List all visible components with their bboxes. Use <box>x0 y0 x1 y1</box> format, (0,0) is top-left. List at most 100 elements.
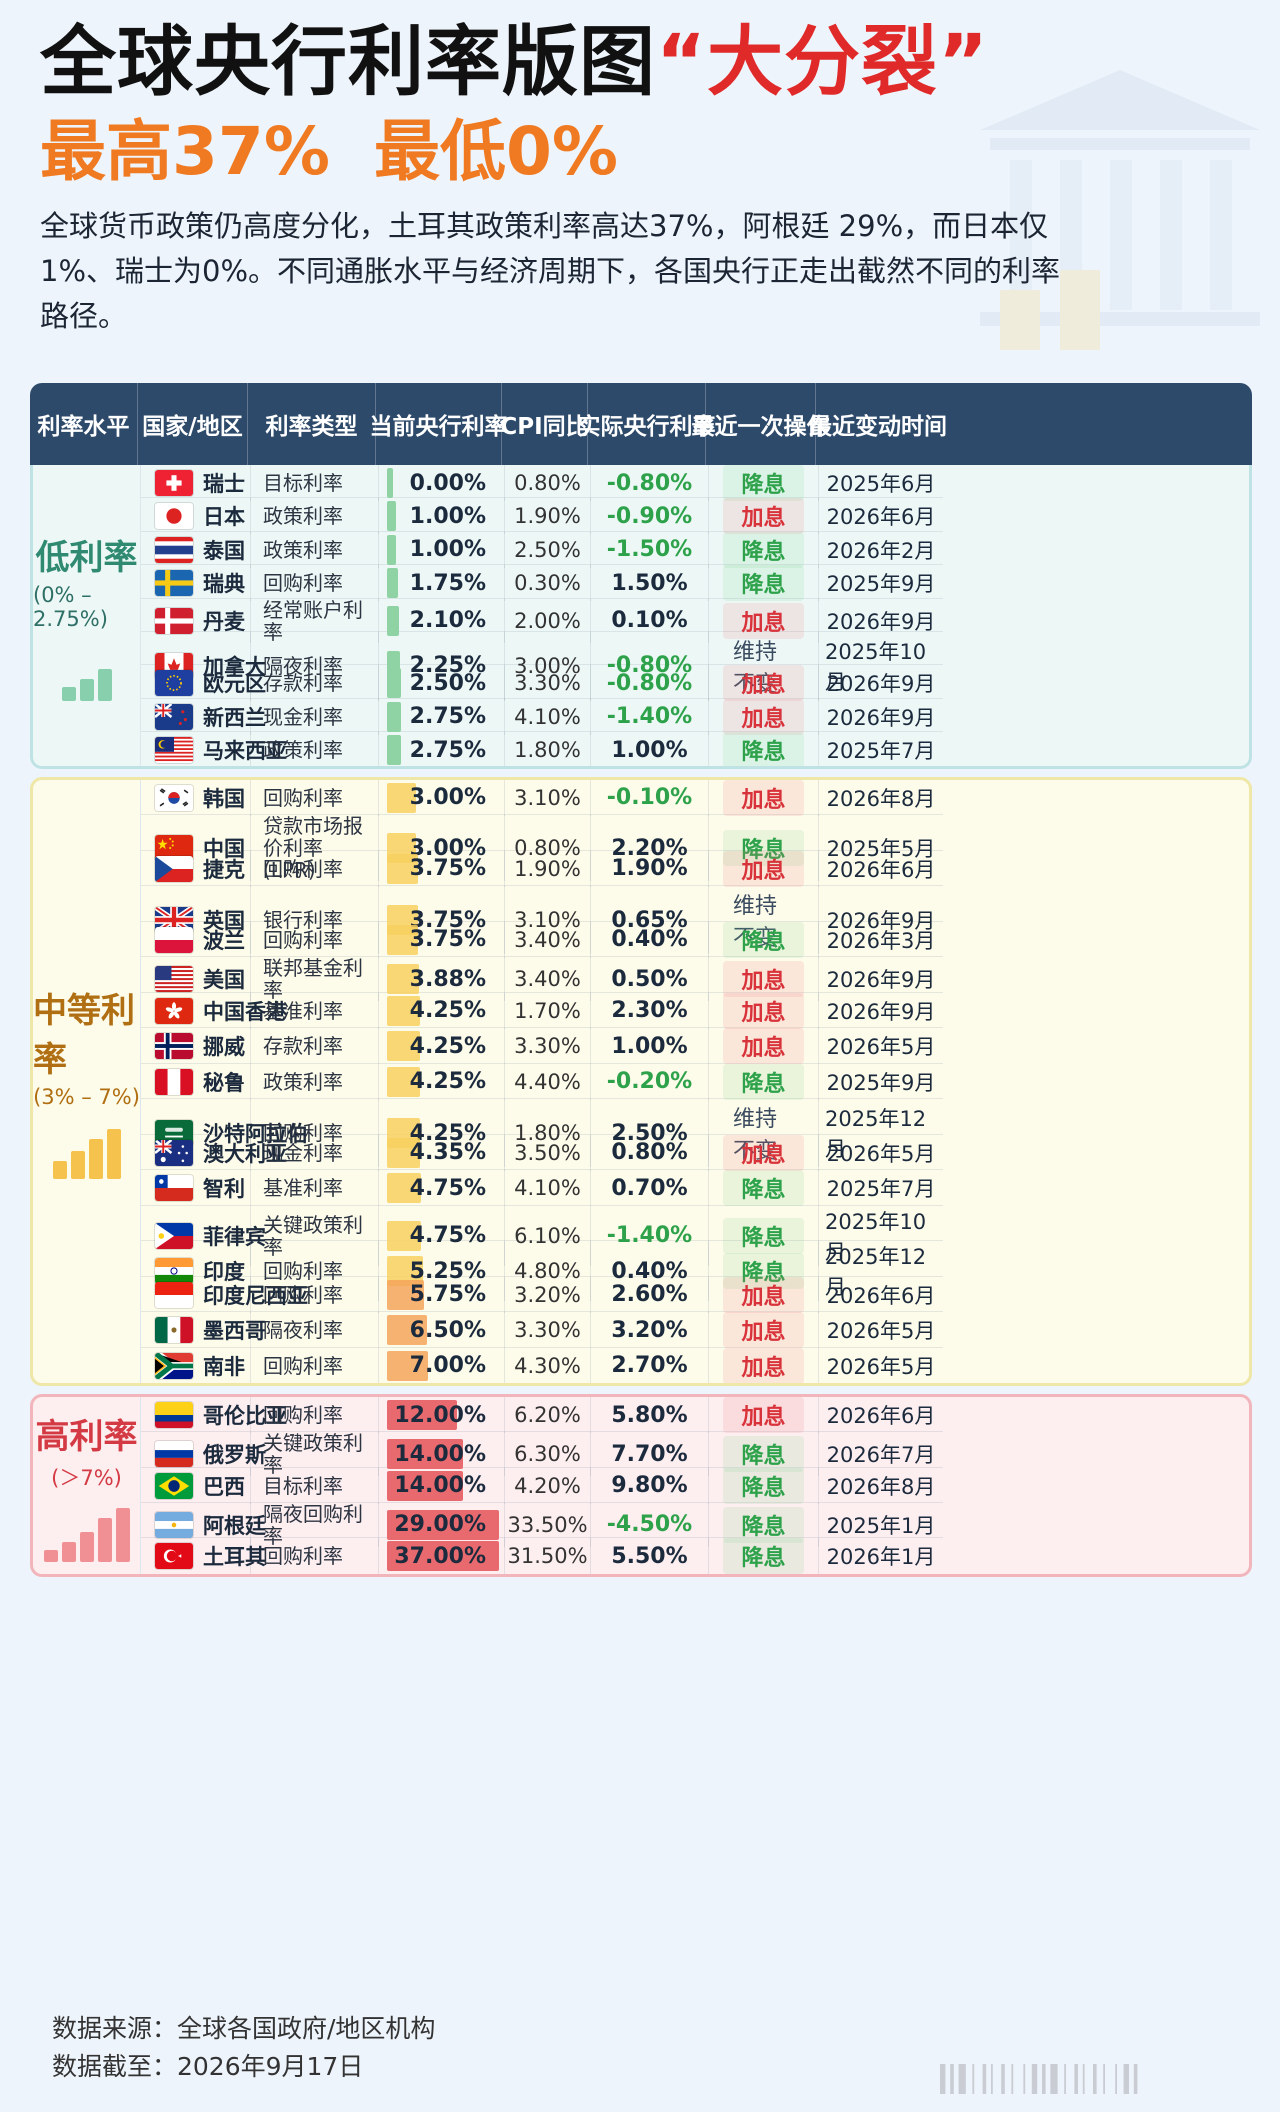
rate-type: 政策利率 <box>251 498 379 535</box>
bar-chart-icon <box>52 1125 121 1180</box>
country-name: 挪威 <box>203 1035 245 1060</box>
rate-cell: 3.75% <box>379 921 505 958</box>
country-name: 波兰 <box>203 928 245 953</box>
change-date: 2025年9月 <box>826 572 936 597</box>
column-header: 利率水平 <box>30 383 138 465</box>
country-name: 印度尼西亚 <box>203 1283 308 1308</box>
last-action-badge: 加息 <box>723 779 804 816</box>
country-cell: 韩国 <box>141 779 251 816</box>
table-row: 加拿大 隔夜利率 2.25% 3.00% -0.80% 维持不变 2025年10月 <box>141 631 943 700</box>
real-rate-value: 2.70% <box>591 1347 709 1384</box>
change-date: 2026年2月 <box>826 538 936 563</box>
last-action-cell: 加息 <box>709 665 819 702</box>
cpi-value: 3.30% <box>505 1312 591 1349</box>
rate-type: 隔夜回购利率 <box>251 1502 379 1547</box>
last-action-badge: 降息 <box>723 1538 804 1574</box>
real-rate-value: 0.65% <box>591 886 709 955</box>
change-date: 2026年5月 <box>826 1354 936 1379</box>
rate-bar <box>387 1137 421 1168</box>
rate-value: 4.25% <box>409 998 486 1024</box>
rate-type: 回购利率 <box>251 921 379 958</box>
country-name: 俄罗斯 <box>203 1443 266 1468</box>
last-action-badge: 降息 <box>723 531 804 568</box>
rate-bar <box>387 995 420 1026</box>
rate-cell: 7.00% <box>379 1347 505 1384</box>
rate-bar <box>387 1400 458 1431</box>
rate-type: 基准利率 <box>251 1170 379 1207</box>
country-name: 哥伦比亚 <box>203 1404 287 1429</box>
india-flag-icon <box>155 1258 193 1285</box>
rate-type: 回购利率 <box>251 1347 379 1384</box>
rate-cell: 4.25% <box>379 1063 505 1100</box>
change-date: 2026年6月 <box>826 1283 936 1308</box>
country-name: 加拿大 <box>203 654 266 679</box>
rate-cell: 6.50% <box>379 1312 505 1349</box>
last-action-cell: 降息 <box>709 1432 819 1477</box>
rate-bar <box>387 534 397 565</box>
rate-type: 政策利率 <box>251 531 379 568</box>
country-name: 南非 <box>203 1354 245 1379</box>
rate-bar <box>387 1066 420 1097</box>
rate-type: 回购利率 <box>251 1241 379 1302</box>
rate-bar <box>387 853 419 884</box>
table-row: 挪威 存款利率 4.25% 3.30% 1.00% 加息 2026年5月 <box>141 1028 943 1065</box>
table-row: 欧元区 存款利率 2.50% 3.30% -0.80% 加息 2026年9月 <box>141 665 943 702</box>
section-label: 中等利率 (3% – 7%) <box>33 779 141 1384</box>
rate-table: 利率水平 国家/地区 利率类型 当前央行利率 CPI同比 实际央行利率 最近一次操作 最近变动… <box>30 383 1252 1577</box>
change-date: 2025年6月 <box>826 472 936 496</box>
footer: 数据来源：全球各国政府/地区机构 数据截至：2026年9月17日 <box>52 2010 435 2086</box>
change-date: 2025年1月 <box>826 1513 936 1538</box>
rate-cell: 3.75% <box>379 886 505 955</box>
last-action-badge: 加息 <box>723 1028 804 1065</box>
south-africa-flag-icon <box>155 1352 193 1379</box>
country-name: 日本 <box>203 505 245 530</box>
rate-cell: 14.00% <box>379 1467 505 1504</box>
last-action-badge: 加息 <box>723 992 804 1029</box>
last-action-cell: 降息 <box>709 1502 819 1547</box>
country-cell: 俄罗斯 <box>141 1432 266 1477</box>
table-row: 印度 回购利率 5.25% 4.80% 0.40% 降息 2025年12月 <box>141 1241 943 1302</box>
rate-cell: 37.00% <box>379 1538 505 1574</box>
country-name: 泰国 <box>203 538 245 563</box>
table-row: 墨西哥 隔夜利率 6.50% 3.30% 3.20% 加息 2026年5月 <box>141 1312 943 1349</box>
rate-value: 5.75% <box>409 1282 486 1308</box>
rate-value: 4.25% <box>409 1069 486 1095</box>
column-header: 最近变动时间 <box>809 414 947 440</box>
section-low-rate: 低利率 (0% – 2.75%) 瑞士 目标利率 0.00% 0.80% -0.80% 降息 2… <box>30 465 1252 769</box>
country-cell: 澳大利亚 <box>141 1134 287 1171</box>
subtitle-high: 最高37% <box>40 113 330 190</box>
real-rate-value: -1.40% <box>591 698 709 735</box>
table-row: 哥伦比亚 回购利率 12.00% 6.20% 5.80% 加息 2026年6月 <box>141 1397 943 1434</box>
rate-value: 3.75% <box>409 907 486 933</box>
section-name: 低利率 <box>35 537 138 578</box>
real-rate-value: -0.80% <box>591 665 709 702</box>
section-rows: 韩国 回购利率 3.00% 3.10% -0.10% 加息 2026年8月 中国 贷款市场报价利… <box>141 779 943 1384</box>
rate-cell: 0.00% <box>379 465 505 501</box>
australia-flag-icon <box>155 1139 193 1166</box>
table-row: 沙特阿拉伯 回购利率 4.25% 1.80% 2.50% 维持不变 2025年12月 <box>141 1099 943 1168</box>
change-date: 2026年9月 <box>826 909 936 934</box>
country-name: 土耳其 <box>203 1545 266 1570</box>
last-action-badge: 维持不变 <box>733 639 778 697</box>
country-name: 印度 <box>203 1260 245 1285</box>
country-cell: 印度尼西亚 <box>141 1276 308 1313</box>
header: 全球央行利率版图“大分裂” 最高37% 最低0% 全球货币政策仍高度分化，土耳其政… <box>40 14 1240 339</box>
argentina-flag-icon <box>155 1511 193 1538</box>
denmark-flag-icon <box>155 607 193 634</box>
change-date: 2026年6月 <box>826 857 936 882</box>
country-cell: 阿根廷 <box>141 1502 266 1547</box>
change-date: 2026年6月 <box>826 505 936 530</box>
cpi-value: 2.00% <box>505 598 591 643</box>
last-action-cell: 加息 <box>709 498 819 535</box>
column-header: 实际央行利率 <box>578 383 716 465</box>
last-action-badge: 维持不变 <box>733 1107 778 1165</box>
last-action-cell: 降息 <box>709 815 819 882</box>
last-action-badge: 加息 <box>723 961 804 998</box>
rate-value: 5.25% <box>409 1258 486 1284</box>
column-header: CPI同比 <box>500 383 589 465</box>
rate-bar <box>387 1031 420 1062</box>
table-row: 韩国 回购利率 3.00% 3.10% -0.10% 加息 2026年8月 <box>141 779 943 816</box>
country-cell: 波兰 <box>141 921 251 958</box>
rate-value: 3.88% <box>409 966 486 992</box>
table-row: 俄罗斯 关键政策利率 14.00% 6.30% 7.70% 降息 2026年7月 <box>141 1432 943 1477</box>
